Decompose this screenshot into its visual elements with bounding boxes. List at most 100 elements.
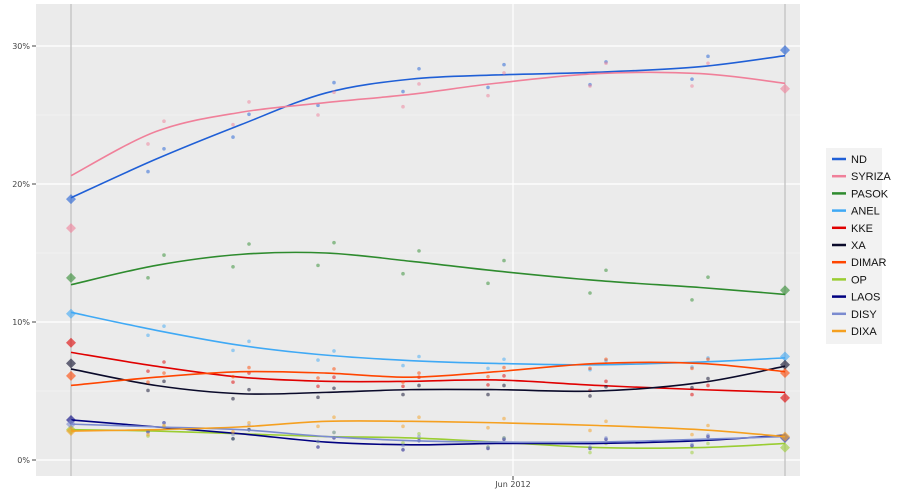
- poll-point: [690, 84, 694, 88]
- series-kke: [66, 337, 790, 403]
- poll-point: [316, 439, 320, 444]
- poll-point: [332, 415, 336, 420]
- poll-point: [401, 89, 405, 94]
- trend-line: [70, 251, 786, 296]
- series-dixa: [66, 415, 790, 442]
- legend-label: DISY: [851, 309, 877, 321]
- y-tick-label: 10%: [12, 318, 30, 327]
- poll-point: [316, 263, 320, 268]
- poll-point: [247, 339, 251, 344]
- series-xa: [66, 358, 790, 401]
- election-result-marker: [780, 368, 790, 379]
- y-tick-label: 20%: [12, 180, 30, 189]
- y-tick-label: 0%: [17, 456, 30, 465]
- poll-point: [401, 380, 405, 384]
- poll-point: [706, 275, 710, 279]
- poll-point: [316, 358, 320, 362]
- poll-point: [502, 416, 506, 421]
- poll-point: [706, 61, 710, 66]
- poll-point: [690, 450, 694, 455]
- poll-point: [401, 363, 405, 368]
- poll-point: [502, 436, 506, 440]
- election-result-marker: [66, 358, 76, 369]
- poll-point: [332, 367, 336, 371]
- election-result-marker: [780, 442, 790, 453]
- poll-point: [690, 442, 694, 447]
- election-result-marker: [780, 45, 790, 56]
- poll-point: [247, 365, 251, 370]
- poll-point: [401, 104, 405, 109]
- poll-point: [486, 392, 490, 397]
- poll-point: [146, 430, 150, 434]
- poll-point: [332, 430, 336, 435]
- poll-point: [316, 424, 320, 429]
- series-marks: [66, 45, 790, 455]
- poll-point: [146, 380, 150, 384]
- poll-point: [332, 90, 336, 95]
- poll-point: [417, 415, 421, 420]
- trend-line: [70, 361, 786, 387]
- poll-point: [690, 366, 694, 371]
- trend-line: [70, 420, 786, 438]
- poll-point: [231, 122, 235, 127]
- poll-point: [690, 385, 694, 390]
- poll-point: [162, 371, 166, 375]
- trend-line: [70, 54, 786, 199]
- poll-point: [706, 433, 710, 437]
- y-tick-label: 30%: [12, 42, 30, 51]
- poll-point: [162, 423, 166, 428]
- poll-point: [604, 436, 608, 440]
- poll-point: [231, 380, 235, 384]
- x-tick-label: Jun 2012: [494, 480, 530, 489]
- legend-label: ND: [851, 154, 867, 166]
- poll-point: [231, 348, 235, 353]
- trend-line: [70, 428, 786, 449]
- poll-point: [417, 434, 421, 439]
- poll-point: [706, 376, 710, 381]
- poll-point: [146, 333, 150, 338]
- election-result-marker: [66, 426, 76, 437]
- poll-point: [316, 445, 320, 449]
- poll-point: [604, 385, 608, 389]
- legend-label: OP: [851, 274, 867, 286]
- poll-point: [162, 379, 166, 384]
- poll-point: [316, 395, 320, 400]
- election-result-marker: [66, 194, 76, 205]
- election-result-marker: [780, 285, 790, 296]
- election-result-marker: [780, 392, 790, 403]
- poll-point: [502, 258, 506, 263]
- poll-point: [706, 54, 710, 59]
- legend-label: ANEL: [851, 206, 880, 218]
- legend-label: DIMAR: [851, 257, 887, 269]
- poll-point: [247, 100, 251, 104]
- poll-point: [588, 450, 592, 455]
- poll-point: [486, 425, 490, 430]
- poll-point: [502, 374, 506, 378]
- poll-point: [417, 82, 421, 86]
- poll-point: [502, 71, 506, 75]
- poll-point: [332, 240, 336, 245]
- poll-point: [162, 253, 166, 257]
- poll-point: [231, 436, 235, 441]
- poll-point: [604, 61, 608, 66]
- poll-point: [247, 387, 251, 392]
- trend-line: [70, 365, 786, 395]
- poll-point: [604, 357, 608, 362]
- poll-point: [247, 420, 251, 425]
- legend: ND SYRIZA PASOK ANEL KKE XA DIMAR OP LAOS DISY DIX…: [826, 148, 891, 344]
- poll-point: [502, 383, 506, 388]
- election-result-marker: [66, 308, 76, 319]
- poll-point: [486, 93, 490, 98]
- poll-point: [231, 135, 235, 139]
- poll-point: [588, 291, 592, 295]
- election-result-marker: [66, 370, 76, 381]
- poll-point: [502, 365, 506, 370]
- series-syriza: [66, 61, 790, 234]
- election-result-marker: [66, 419, 76, 430]
- poll-point: [417, 371, 421, 375]
- axes: 0% 10% 20% 30% Jun 2012: [12, 42, 530, 489]
- poll-point: [146, 276, 150, 280]
- poll-point: [417, 431, 421, 436]
